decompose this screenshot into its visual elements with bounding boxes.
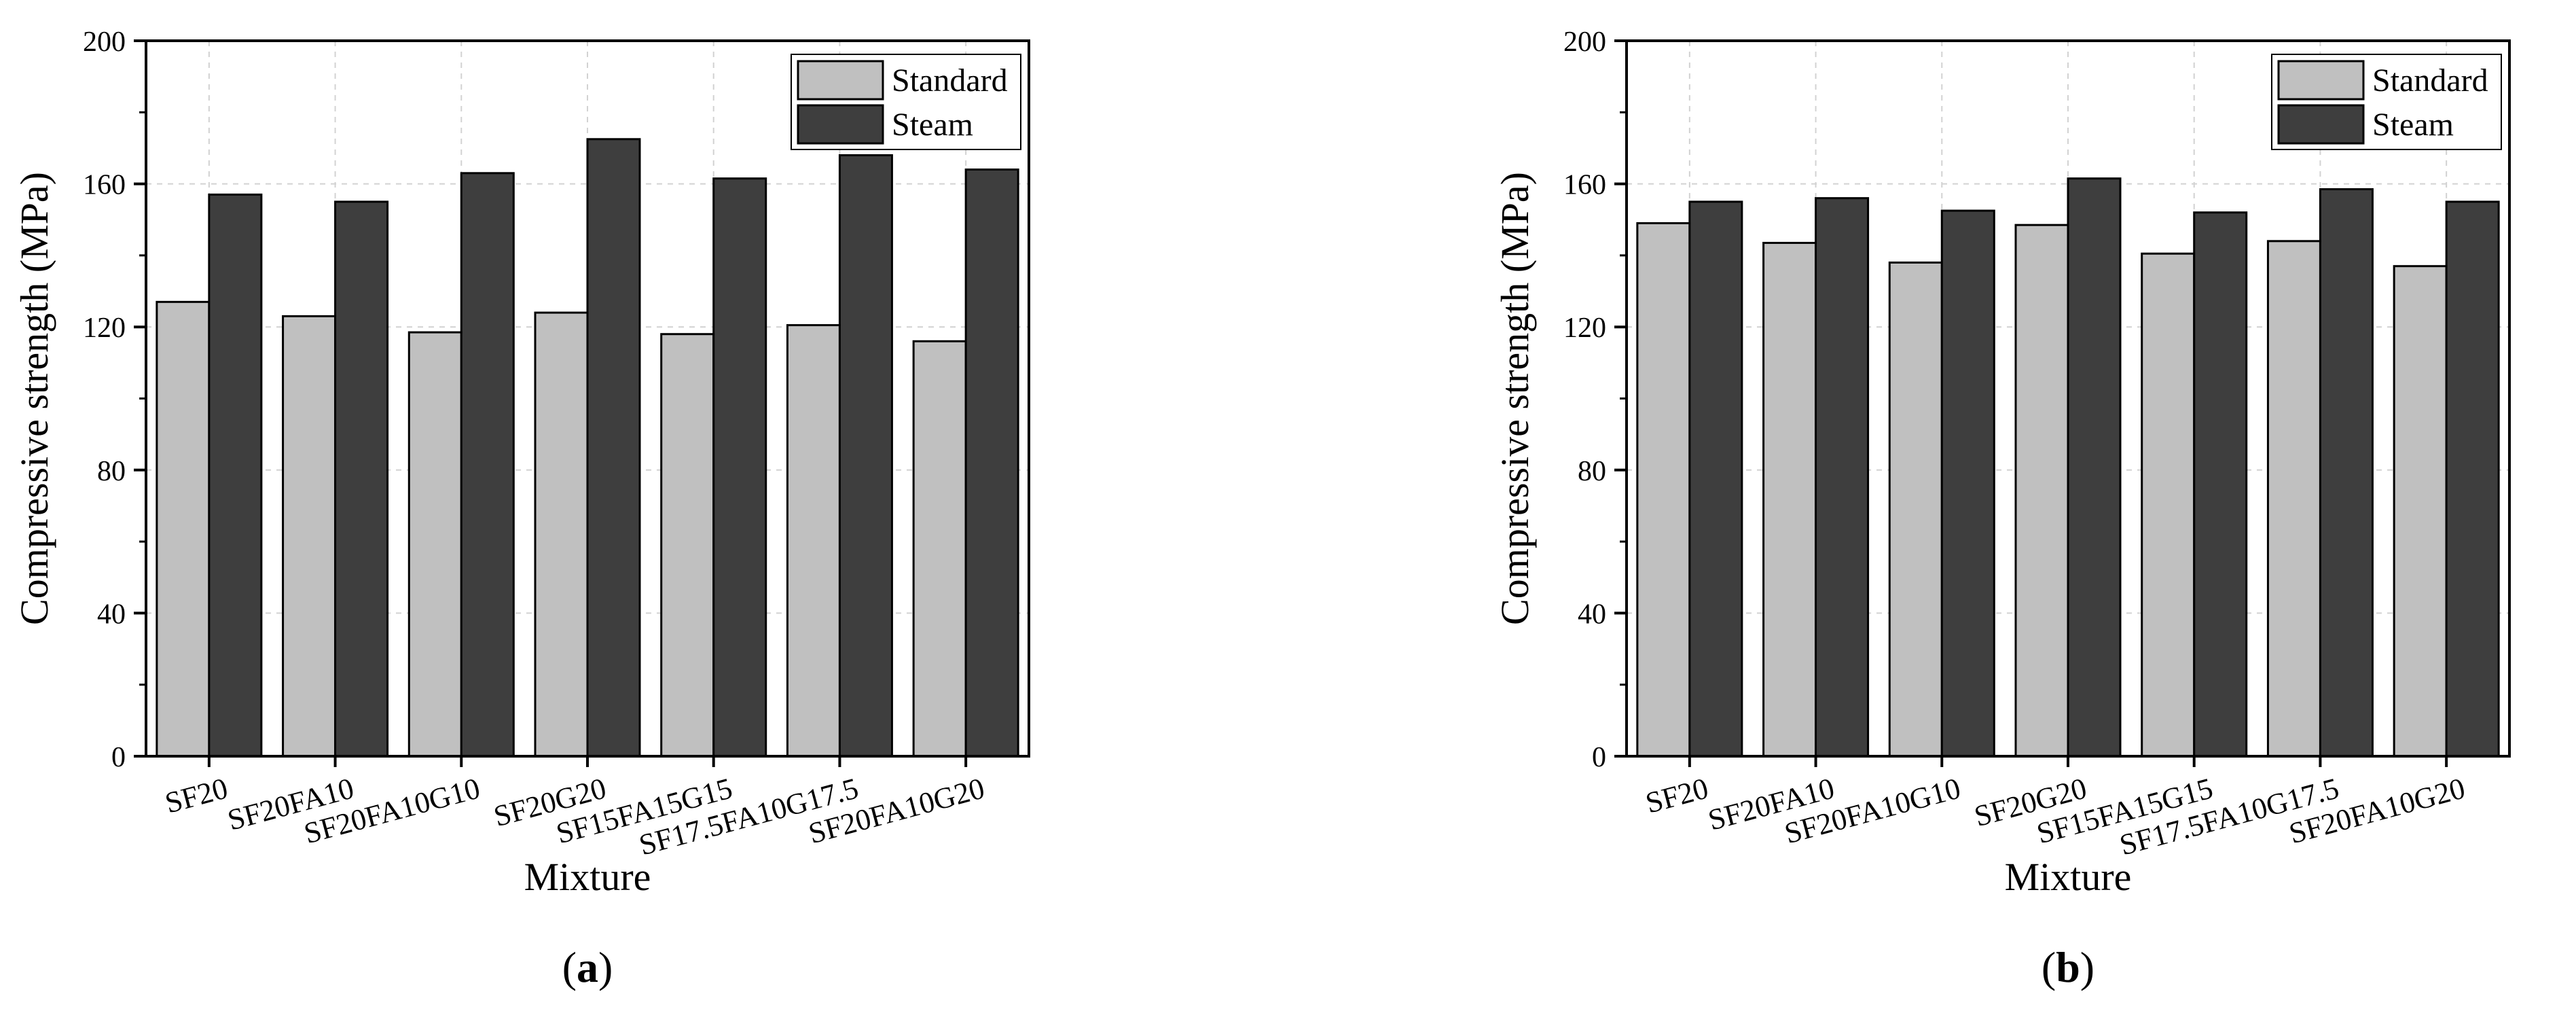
panel-label: (a) (562, 943, 613, 991)
legend-label-standard: Standard (892, 63, 1008, 99)
legend-label-steam: Steam (2372, 107, 2454, 143)
x-axis-title: Mixture (2005, 855, 2132, 899)
bar-standard-sf20 (1636, 222, 1691, 758)
y-axis: 0 40 80 120 160 200 (83, 26, 146, 773)
bar-standard-sf20fa10g20 (912, 340, 967, 758)
bar-steam-sf17-5fa10g17-5 (838, 154, 893, 758)
bar-steam-sf20g20 (586, 138, 641, 758)
legend-label-standard: Standard (2372, 63, 2488, 99)
bar-standard-sf20g20 (534, 311, 589, 758)
legend: Standard Steam (2271, 54, 2502, 150)
x-tick-label: SF20 (162, 771, 231, 819)
bar-steam-sf20g20 (2067, 177, 2122, 758)
y-tick-label: 80 (97, 456, 126, 487)
y-tick-label: 200 (83, 26, 126, 58)
legend: Standard Steam (791, 54, 1021, 150)
bars (1636, 177, 2500, 758)
y-axis-title: Compressive strength (MPa) (1493, 172, 1537, 625)
legend-swatch-steam (2277, 104, 2365, 145)
y-tick-label: 0 (111, 742, 126, 773)
bar-standard-sf20 (156, 300, 211, 758)
bar-steam-sf15fa15g15 (712, 177, 767, 758)
legend-swatch-steam (797, 104, 884, 145)
x-tick-label: SF20 (1642, 771, 1711, 819)
y-tick-label: 0 (1592, 742, 1606, 773)
bar-standard-sf17-5fa10g17-5 (2266, 240, 2321, 758)
y-tick-label: 40 (1578, 599, 1606, 630)
bar-steam-sf20fa10g20 (2445, 200, 2500, 758)
bar-steam-sf20fa10 (334, 200, 389, 758)
y-tick-label: 200 (1563, 26, 1606, 58)
bar-steam-sf20 (208, 193, 263, 758)
bar-standard-sf15fa15g15 (2141, 252, 2196, 758)
legend-swatch-standard (797, 60, 884, 101)
bars (156, 138, 1019, 758)
bar-standard-sf20fa10g10 (1888, 261, 1943, 758)
panel-label: (b) (2042, 943, 2094, 991)
panel-letter: b (2056, 943, 2080, 991)
x-axis-title: Mixture (524, 855, 651, 899)
y-tick-label: 160 (83, 170, 126, 201)
bar-standard-sf20fa10 (282, 315, 337, 758)
y-tick-label: 120 (83, 313, 126, 344)
legend-swatch-standard (2277, 60, 2365, 101)
bar-standard-sf20fa10g20 (2393, 265, 2448, 758)
y-tick-label: 120 (1563, 313, 1606, 344)
bar-steam-sf20fa10g10 (1940, 209, 1995, 758)
bar-standard-sf17-5fa10g17-5 (786, 324, 841, 758)
bar-standard-sf20g20 (2014, 224, 2069, 758)
bar-steam-sf20fa10g20 (964, 168, 1019, 758)
bar-standard-sf20fa10 (1762, 241, 1817, 758)
panel-letter: a (577, 943, 598, 991)
bar-steam-sf20fa10g10 (460, 172, 515, 758)
bar-steam-sf20 (1688, 200, 1743, 758)
legend-label-steam: Steam (892, 107, 973, 143)
y-tick-label: 160 (1563, 170, 1606, 201)
y-tick-label: 80 (1578, 456, 1606, 487)
y-axis-title: Compressive strength (MPa) (12, 172, 56, 625)
bar-steam-sf17-5fa10g17-5 (2319, 188, 2374, 758)
y-axis: 0 40 80 120 160 200 (1563, 26, 1627, 773)
y-tick-label: 40 (97, 599, 126, 630)
bar-steam-sf20fa10 (1815, 197, 1870, 758)
bar-standard-sf15fa15g15 (660, 333, 715, 758)
bar-steam-sf15fa15g15 (2193, 211, 2248, 758)
bar-standard-sf20fa10g10 (407, 331, 462, 758)
